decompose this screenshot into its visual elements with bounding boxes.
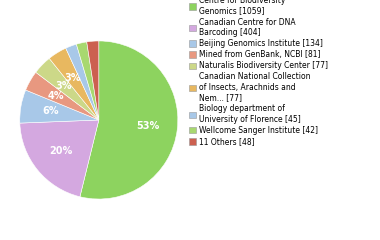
Wedge shape	[26, 72, 99, 120]
Text: 53%: 53%	[136, 121, 159, 131]
Text: 3%: 3%	[65, 73, 81, 83]
Wedge shape	[49, 48, 99, 120]
Text: 20%: 20%	[49, 146, 73, 156]
Wedge shape	[36, 58, 99, 120]
Wedge shape	[87, 41, 99, 120]
Wedge shape	[20, 90, 99, 123]
Text: 6%: 6%	[42, 107, 59, 116]
Legend: Centre for Biodiversity
Genomics [1059], Canadian Centre for DNA
Barcoding [404]: Centre for Biodiversity Genomics [1059],…	[188, 0, 329, 147]
Wedge shape	[20, 120, 99, 197]
Wedge shape	[80, 41, 178, 199]
Wedge shape	[76, 42, 99, 120]
Wedge shape	[66, 44, 99, 120]
Text: 4%: 4%	[48, 91, 65, 101]
Text: 3%: 3%	[55, 81, 72, 91]
